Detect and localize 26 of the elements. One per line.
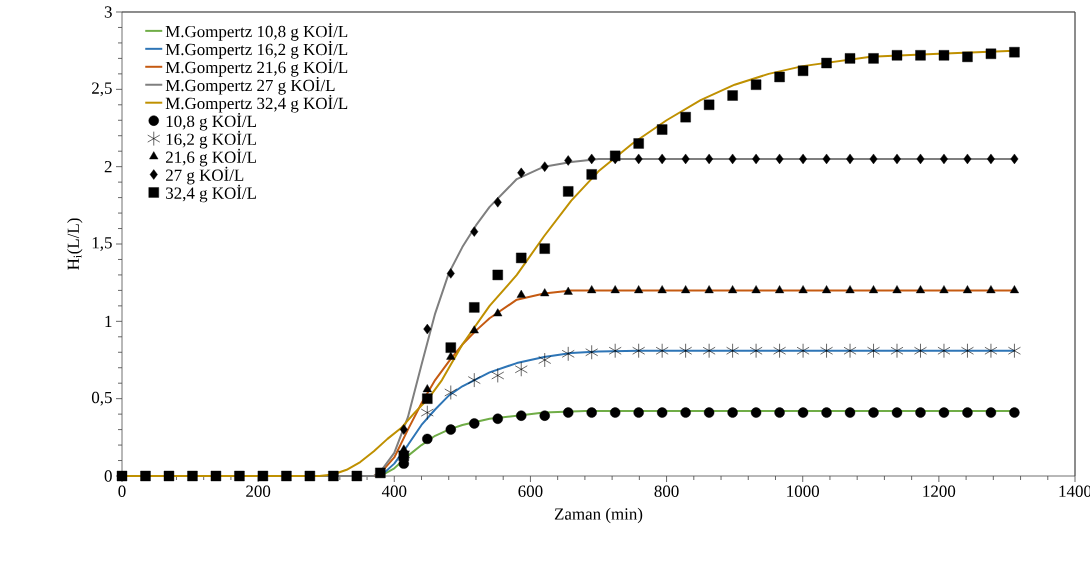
y-tick-label: 2 xyxy=(104,161,112,173)
x-tick-label: 0 xyxy=(118,485,126,497)
x-tick-label: 400 xyxy=(381,485,407,497)
legend-label: M.Gompertz 16,2 g KOİ/L xyxy=(165,41,348,59)
legend-label: M.Gompertz 27 g KOİ/L xyxy=(165,77,335,95)
y-tick-label: 1 xyxy=(105,315,112,327)
x-axis-title: Zaman (min) xyxy=(554,507,643,524)
legend-label: 27 g KOİ/L xyxy=(165,166,244,185)
y-tick-label: 1,5 xyxy=(92,237,112,251)
legend-label: 10,8 g KOİ/L xyxy=(166,112,256,131)
x-tick-label: 1000 xyxy=(787,485,820,497)
legend-label: 16,2 g KOİ/L xyxy=(166,130,256,149)
legend-label: 32,4 g KOİ/L xyxy=(166,184,256,203)
legend-label: M.Gompertz 21,6 g KOİ/L xyxy=(165,59,348,77)
y-tick-label: 3 xyxy=(104,6,112,18)
x-tick-label: 800 xyxy=(654,485,679,497)
x-tick-label: 1200 xyxy=(923,485,956,497)
y-axis-title: H$_{i}$(L/L) xyxy=(67,218,83,270)
y-tick-label: 2,5 xyxy=(92,82,112,97)
y-tick-label: 0 xyxy=(104,470,112,482)
x-tick-label: 600 xyxy=(518,485,543,497)
legend-label: M.Gompertz 10,8 g KOİ/L xyxy=(165,23,348,41)
legend-label: 21,6 g KOİ/L xyxy=(165,148,256,167)
legend-label: M.Gompertz 32,4 g KOİ/L xyxy=(165,94,348,113)
x-tick-label: 200 xyxy=(246,485,271,497)
y-tick-label: 0,5 xyxy=(91,391,112,406)
